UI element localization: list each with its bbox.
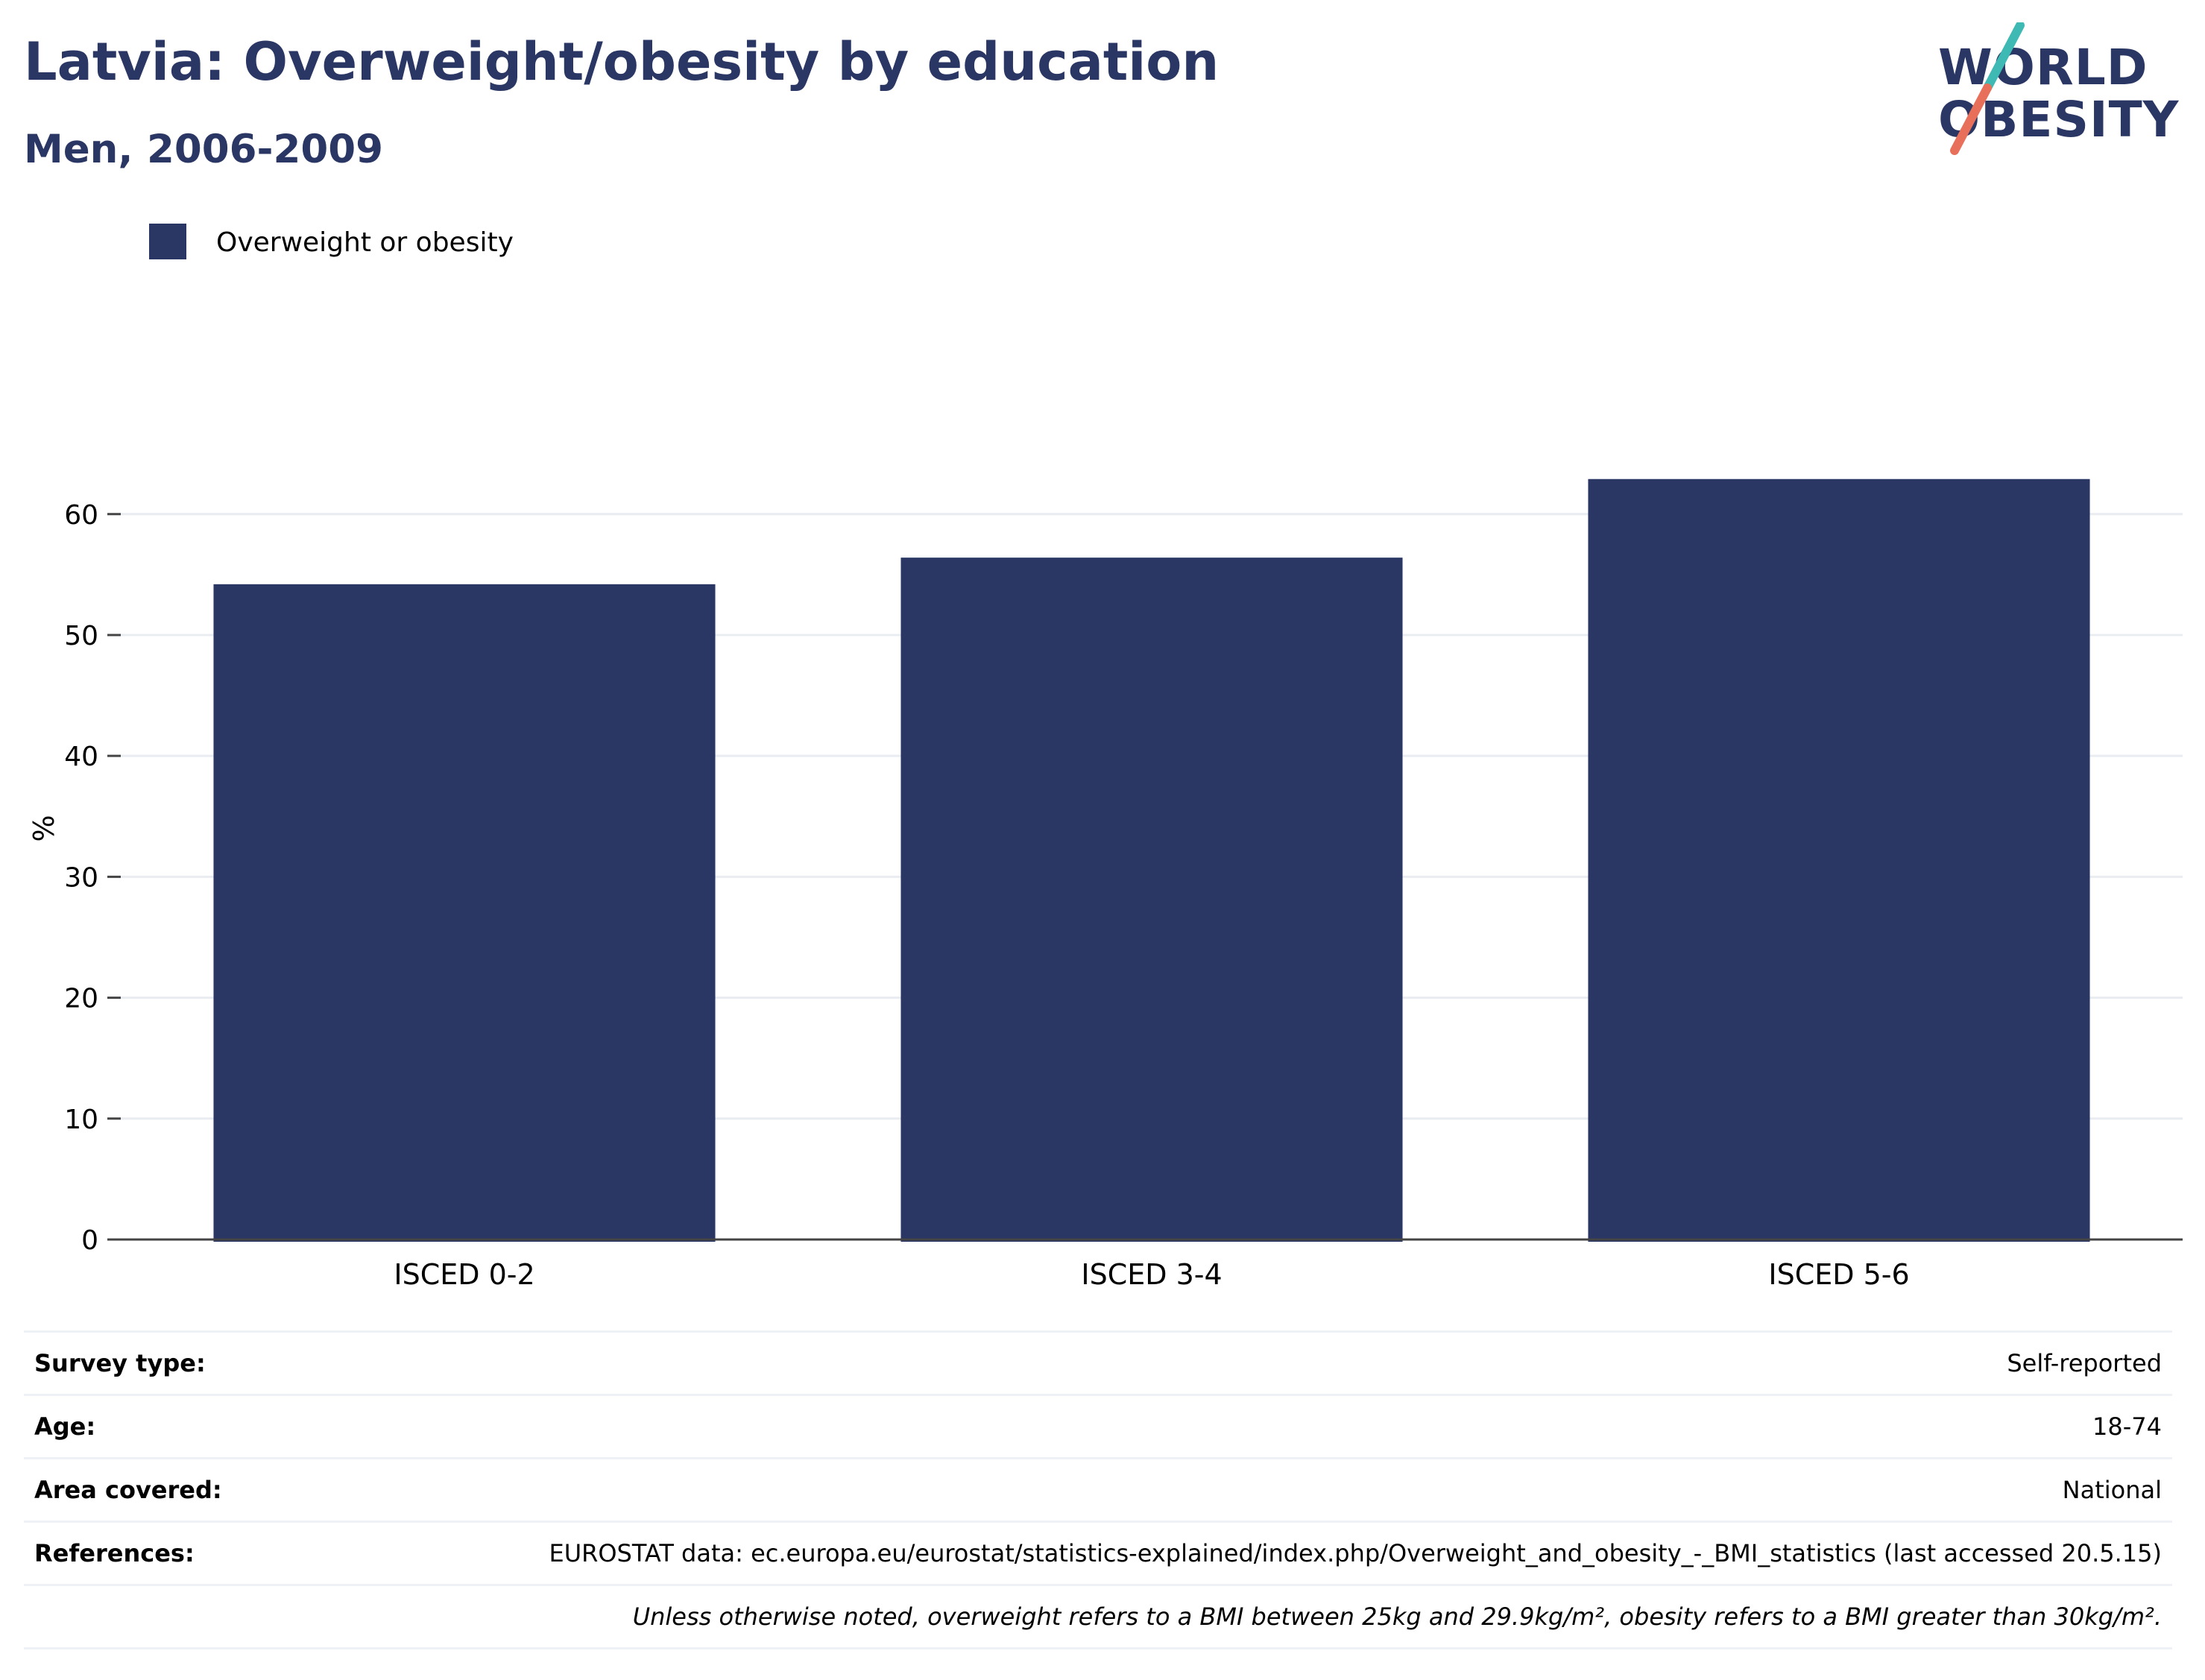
logo-slash-icon (1950, 22, 2025, 155)
bars (213, 479, 2090, 1242)
y-tick-label: 60 (64, 500, 98, 531)
y-axis-label: % (28, 815, 60, 841)
legend: Overweight or obesity (149, 224, 514, 259)
page-subtitle: Men, 2006-2009 (24, 127, 384, 172)
y-axis-ticks: 0 10 20 30 40 50 60 (64, 500, 121, 1256)
legend-swatch (149, 224, 186, 259)
info-label: Survey type: (24, 1330, 298, 1395)
info-value: EUROSTAT data: ec.europa.eu/eurostat/sta… (298, 1520, 2172, 1585)
bar (1588, 479, 2090, 1242)
world-obesity-logo: WORLD OBESITY (1938, 22, 2192, 157)
info-value: Self-reported (298, 1330, 2172, 1395)
x-axis-ticks: ISCED 0-2 ISCED 3-4 ISCED 5-6 (394, 1258, 1909, 1291)
x-tick-label: ISCED 5-6 (1768, 1258, 1909, 1291)
x-tick-label: ISCED 0-2 (394, 1258, 534, 1291)
y-tick-label: 30 (64, 862, 98, 893)
info-label: References: (24, 1520, 298, 1585)
y-tick-label: 10 (64, 1105, 98, 1135)
x-tick-label: ISCED 3-4 (1081, 1258, 1222, 1291)
info-note-row: Unless otherwise noted, overweight refer… (24, 1584, 2172, 1649)
info-table: Survey type: Self-reported Age: 18-74 Area c… (24, 1330, 2172, 1649)
bmi-definition-note: Unless otherwise noted, overweight refer… (24, 1584, 2172, 1649)
info-label: Area covered: (24, 1457, 298, 1522)
y-tick-label: 50 (64, 621, 98, 651)
y-tick-label: 0 (81, 1225, 98, 1256)
bar (900, 558, 1403, 1242)
info-row: Survey type: Self-reported (24, 1330, 2172, 1395)
info-row: References: EUROSTAT data: ec.europa.eu/e… (24, 1520, 2172, 1585)
info-label: Age: (24, 1394, 298, 1459)
bar-chart: 0 10 20 30 40 50 60 ISCED 0-2 ISCED 3-4 ISCED 5-… (28, 224, 2183, 1291)
logo-line-1: WORLD (1938, 39, 2148, 96)
bar (213, 584, 716, 1242)
info-value: National (298, 1457, 2172, 1522)
y-tick-label: 20 (64, 984, 98, 1014)
info-row: Age: 18-74 (24, 1394, 2172, 1459)
info-row: Area covered: National (24, 1457, 2172, 1522)
legend-label: Overweight or obesity (216, 227, 514, 258)
info-value: 18-74 (298, 1394, 2172, 1459)
y-tick-label: 40 (64, 742, 98, 772)
page-title: Latvia: Overweight/obesity by education (24, 31, 1220, 92)
